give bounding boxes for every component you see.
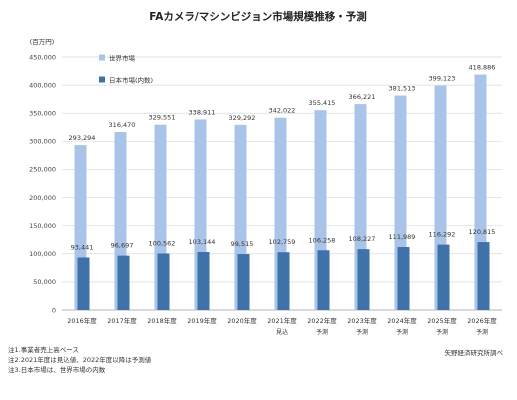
data-label-world: 329,551 <box>149 114 176 122</box>
x-category-label: 2016年度 <box>67 316 97 325</box>
data-labels: 293,294 93,441 316,470 96,697 329,551 100,562… <box>69 63 496 251</box>
x-category-sublabel: 予測 <box>476 328 488 336</box>
data-label-japan: 111,989 <box>389 233 416 241</box>
legend-label: 世界市場 <box>109 54 136 63</box>
bar-japan-market <box>477 242 490 310</box>
y-tick-label: 200,000 <box>29 194 56 202</box>
data-label-world: 338,911 <box>189 108 216 116</box>
data-label-japan: 106,258 <box>309 236 336 244</box>
y-tick-label: 100,000 <box>29 250 56 258</box>
y-tick-label: 300,000 <box>29 138 56 146</box>
legend-swatch <box>99 76 105 83</box>
note-3: 注3.日本市場は、世界市場の内数 <box>8 366 106 374</box>
x-category-label: 2019年度 <box>187 316 217 325</box>
x-category-sublabel: 予測 <box>396 328 408 336</box>
data-label-japan: 102,759 <box>269 238 296 246</box>
data-label-japan: 103,144 <box>189 238 216 246</box>
x-category-sublabel: 見込 <box>276 328 288 336</box>
y-axis-ticks: 0 50,000 100,000 150,000 200,000 250,000 300,0… <box>29 53 56 314</box>
source-credit: 矢野経済研究所調べ <box>444 349 504 357</box>
data-label-japan: 108,227 <box>349 235 376 243</box>
data-label-world: 316,470 <box>109 121 136 129</box>
bar-japan-market <box>357 249 370 310</box>
data-label-world: 399,123 <box>429 75 456 83</box>
bar-japan-market <box>197 252 210 310</box>
y-tick-label: 0 <box>52 306 56 314</box>
bar-japan-market <box>437 244 450 310</box>
bar-japan-market <box>117 255 130 310</box>
data-label-world: 342,022 <box>269 107 296 115</box>
x-category-label: 2026年度 <box>467 316 497 325</box>
x-category-label: 2020年度 <box>227 316 257 325</box>
bar-japan-market <box>237 254 250 310</box>
y-tick-label: 350,000 <box>29 110 56 118</box>
y-tick-label: 150,000 <box>29 222 56 230</box>
y-tick-label: 250,000 <box>29 166 56 174</box>
legend-label: 日本市場(内数) <box>109 76 153 85</box>
data-label-japan: 99,515 <box>231 240 254 248</box>
data-label-japan: 100,562 <box>149 239 176 247</box>
x-category-label: 2021年度 <box>267 316 297 325</box>
y-tick-label: 450,000 <box>29 53 56 61</box>
note-1: 注1.事業者売上高ベース <box>8 346 79 354</box>
x-category-sublabel: 予測 <box>356 328 368 336</box>
x-category-label: 2018年度 <box>147 316 177 325</box>
x-category-label: 2017年度 <box>107 316 137 325</box>
data-label-japan: 93,441 <box>71 243 94 251</box>
data-label-japan: 120,815 <box>469 228 496 236</box>
bar-japan-market <box>157 253 170 310</box>
y-axis-unit-label: (百万円) <box>30 38 55 46</box>
x-category-label: 2025年度 <box>427 316 457 325</box>
data-label-world: 381,513 <box>389 85 416 93</box>
x-category-label: 2023年度 <box>347 316 377 325</box>
data-label-world: 355,415 <box>309 99 336 107</box>
x-category-label: 2022年度 <box>307 316 337 325</box>
legend-swatch <box>99 54 105 61</box>
data-label-japan: 96,697 <box>111 242 134 250</box>
bar-japan-market <box>277 252 290 310</box>
bar-japan-market <box>397 247 410 310</box>
x-category-label: 2024年度 <box>387 316 417 325</box>
note-2: 注2.2021年度は見込値、2022年度以降は予測値 <box>8 356 152 364</box>
data-label-japan: 116,292 <box>429 231 456 239</box>
y-tick-label: 50,000 <box>33 278 56 286</box>
y-tick-label: 400,000 <box>29 81 56 89</box>
x-category-sublabel: 予測 <box>316 328 328 336</box>
bar-japan-market <box>77 257 90 310</box>
chart-title: FAカメラ/マシンビジョン市場規模推移・予測 <box>149 10 366 23</box>
data-label-world: 418,886 <box>469 63 496 71</box>
x-category-sublabel: 予測 <box>436 328 448 336</box>
data-label-world: 366,221 <box>349 93 376 101</box>
data-label-world: 329,292 <box>229 114 256 122</box>
data-label-world: 293,294 <box>69 134 96 142</box>
bars <box>74 74 490 311</box>
bar-japan-market <box>317 250 330 310</box>
